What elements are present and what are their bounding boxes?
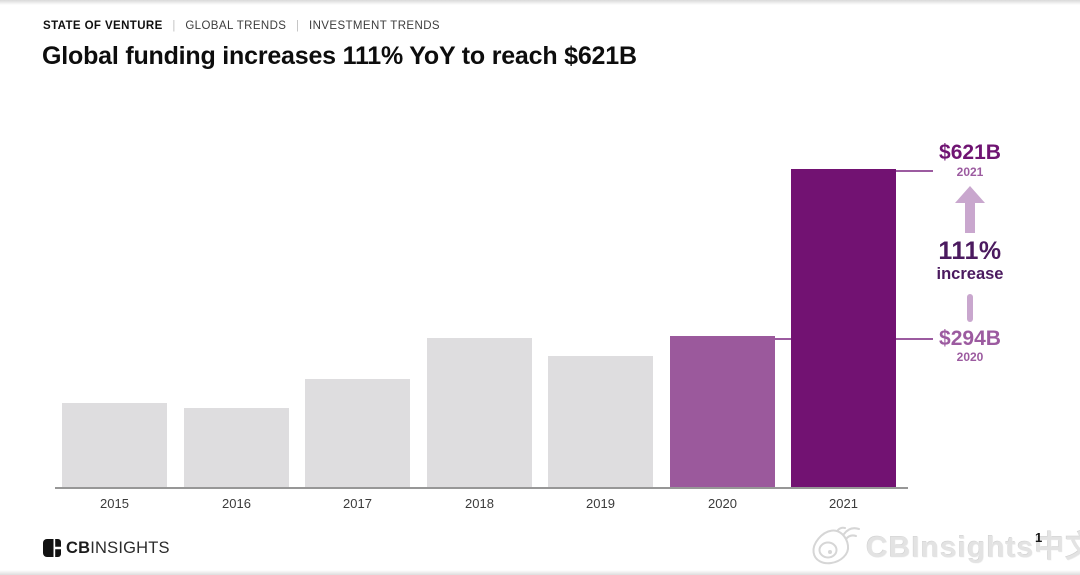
bar-2021: [791, 169, 896, 487]
page-number: 1: [1035, 530, 1043, 545]
wordmark-cb: CB: [66, 538, 91, 557]
breadcrumb-subsection: INVESTMENT TRENDS: [309, 20, 440, 32]
cbinsights-logo-icon: [43, 539, 61, 557]
arrow-up-icon: [955, 186, 985, 233]
page-title: Global funding increases 111% YoY to rea…: [42, 42, 637, 70]
x-tick-label-2017: 2017: [343, 496, 372, 511]
x-axis-line: [55, 487, 908, 489]
weibo-watermark: CBInsights中文: [808, 521, 1080, 567]
annotation-change-percent: 111%: [938, 237, 1002, 265]
annotation-change-label: increase: [936, 265, 1004, 283]
x-tick-label-2018: 2018: [465, 496, 494, 511]
bar-2017: [305, 379, 410, 487]
wordmark-insights: INSIGHTS: [90, 538, 170, 557]
leader-line-621b: [896, 170, 933, 172]
x-tick-label-2020: 2020: [708, 496, 737, 511]
bar-2020: [670, 336, 775, 487]
breadcrumb-section: GLOBAL TRENDS: [185, 20, 287, 32]
bar-2019: [548, 356, 653, 487]
bar-2018: [427, 338, 532, 487]
x-tick-label-2016: 2016: [222, 496, 251, 511]
breadcrumb-report-name: STATE OF VENTURE: [43, 20, 163, 32]
top-edge-shadow: [0, 0, 1080, 5]
cbinsights-logo: CBINSIGHTS: [43, 538, 170, 558]
breadcrumb-separator: |: [172, 20, 176, 32]
annotation-2020-year: 2020: [956, 350, 984, 364]
annotation-2021-value: $621B: [939, 141, 1001, 164]
breadcrumb-separator: |: [296, 20, 300, 32]
x-tick-label-2015: 2015: [100, 496, 129, 511]
bottom-edge-shadow: [0, 570, 1080, 575]
x-tick-label-2019: 2019: [586, 496, 615, 511]
bar-2016: [184, 408, 289, 487]
watermark-text: CBInsights中文: [866, 531, 1080, 564]
x-tick-label-2021: 2021: [829, 496, 858, 511]
bar-2015: [62, 403, 167, 487]
cbinsights-wordmark: CBINSIGHTS: [66, 539, 170, 558]
breadcrumb: STATE OF VENTURE | GLOBAL TRENDS | INVES…: [43, 20, 440, 32]
annotation-2021-year: 2021: [956, 165, 984, 179]
annotation-2020-value: $294B: [939, 327, 1001, 350]
weibo-logo-icon: [812, 526, 860, 565]
annotation-connector-tick: [967, 294, 973, 322]
